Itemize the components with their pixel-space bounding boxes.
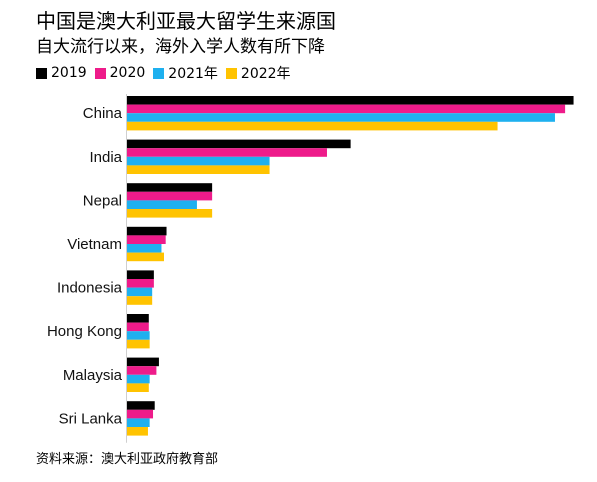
category-label-malaysia: Malaysia xyxy=(63,367,123,384)
category-label-indonesia: Indonesia xyxy=(57,280,123,297)
legend-label-2021: 2021年 xyxy=(168,66,218,82)
legend-swatch-2021 xyxy=(153,67,165,79)
bar-china-2020 xyxy=(126,104,566,114)
bar-vietnam-2020 xyxy=(126,235,166,244)
legend-item-2021: 2021年 xyxy=(153,63,218,83)
bar-china-2021 xyxy=(126,113,555,122)
legend-swatch-2019 xyxy=(36,67,47,79)
category-label-sri-lanka: Sri Lanka xyxy=(59,410,123,427)
bar-nepal-2019 xyxy=(126,183,213,192)
bar-hong-kong-2022 xyxy=(126,339,150,349)
bar-hong-kong-2019 xyxy=(126,314,149,323)
bar-nepal-2020 xyxy=(126,191,213,201)
legend-swatch-2022 xyxy=(225,67,237,79)
bar-malaysia-2020 xyxy=(126,366,157,375)
bar-malaysia-2019 xyxy=(126,357,159,367)
bar-sri-lanka-2019 xyxy=(126,401,155,410)
bar-indonesia-2022 xyxy=(126,296,153,305)
legend-label-2019: 2019 xyxy=(51,65,87,81)
legend-swatch-2020 xyxy=(94,67,106,79)
bar-sri-lanka-2020 xyxy=(126,409,154,419)
bar-vietnam-2022 xyxy=(126,252,164,262)
bar-vietnam-2021 xyxy=(126,244,162,253)
legend-item-2020: 2020 xyxy=(94,65,146,81)
bar-sri-lanka-2022 xyxy=(126,427,148,436)
chart-legend: 2019 2020 2021年 2022年 xyxy=(36,64,299,82)
bar-indonesia-2021 xyxy=(126,287,153,297)
chart-title: 中国是澳大利亚最大留学生来源国 xyxy=(36,9,336,33)
bar-china-2022 xyxy=(126,121,498,131)
bar-sri-lanka-2021 xyxy=(126,418,150,427)
bar-india-2021 xyxy=(126,156,270,166)
bar-nepal-2021 xyxy=(126,200,197,209)
source-note: 资料来源：澳大利亚政府教育部 xyxy=(36,452,219,467)
bar-china-2019 xyxy=(126,96,574,105)
legend-item-2019: 2019 xyxy=(36,65,87,81)
bar-indonesia-2019 xyxy=(126,270,154,279)
bar-nepal-2022 xyxy=(126,209,213,218)
bar-india-2019 xyxy=(126,139,351,149)
category-label-hong-kong: Hong Kong xyxy=(47,323,122,340)
category-label-vietnam: Vietnam xyxy=(67,236,122,253)
bar-indonesia-2020 xyxy=(126,279,154,288)
bar-hong-kong-2021 xyxy=(126,331,150,340)
bar-india-2020 xyxy=(126,148,327,157)
bar-malaysia-2021 xyxy=(126,374,150,384)
bar-malaysia-2022 xyxy=(126,383,149,392)
bar-india-2022 xyxy=(126,165,270,174)
category-label-china: China xyxy=(83,105,123,122)
legend-item-2022: 2022年 xyxy=(225,63,291,83)
category-label-india: India xyxy=(89,149,122,166)
legend-label-2020: 2020 xyxy=(109,65,146,81)
legend-label-2022: 2022年 xyxy=(240,66,291,82)
bar-hong-kong-2020 xyxy=(126,322,149,332)
bar-vietnam-2019 xyxy=(126,226,167,236)
chart-subtitle: 自大流行以来，海外入学人数有所下降 xyxy=(36,37,325,57)
category-label-nepal: Nepal xyxy=(83,192,122,209)
